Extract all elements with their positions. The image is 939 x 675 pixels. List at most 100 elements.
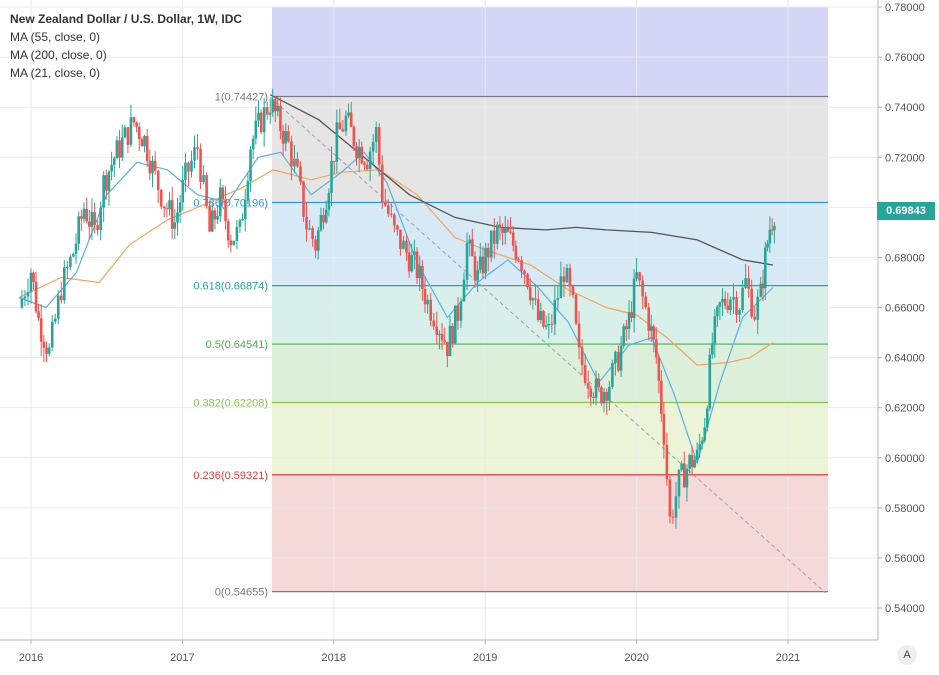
candle bbox=[327, 188, 331, 217]
candle bbox=[481, 246, 485, 278]
candle bbox=[99, 201, 102, 241]
candle-body bbox=[311, 228, 314, 240]
candle bbox=[630, 301, 633, 323]
candle bbox=[517, 256, 520, 263]
candle bbox=[63, 260, 66, 304]
candle bbox=[718, 301, 722, 320]
candle bbox=[542, 309, 545, 329]
candle-body bbox=[462, 279, 466, 302]
candle bbox=[383, 189, 387, 208]
candle-body bbox=[665, 444, 669, 480]
candle-body bbox=[517, 259, 520, 261]
candle-body bbox=[140, 139, 144, 147]
candle-body bbox=[756, 296, 760, 320]
y-tick-label-0: 0.54000 bbox=[885, 603, 925, 615]
y-tick-label-10: 0.74000 bbox=[885, 102, 925, 114]
candle-body bbox=[605, 391, 608, 401]
candle bbox=[238, 218, 242, 233]
candle bbox=[768, 216, 772, 253]
candle-body bbox=[534, 298, 537, 300]
candle bbox=[688, 453, 691, 474]
candle bbox=[293, 144, 296, 174]
candle bbox=[80, 209, 83, 232]
fib-label-4: 0.382(0.62208) bbox=[193, 397, 268, 409]
candle-body bbox=[355, 146, 358, 159]
candle bbox=[614, 350, 617, 376]
candle bbox=[668, 475, 672, 524]
candle bbox=[492, 218, 496, 259]
candle-body bbox=[322, 215, 325, 223]
candle bbox=[45, 341, 48, 363]
candle bbox=[387, 199, 390, 218]
candle bbox=[72, 252, 75, 258]
candle-body bbox=[456, 305, 460, 321]
auto-scale-button[interactable]: A bbox=[897, 645, 917, 665]
candle-body bbox=[120, 137, 124, 158]
candle-body bbox=[690, 455, 694, 468]
fib-label-2: 0.618(0.66874) bbox=[193, 281, 268, 293]
candle-body bbox=[279, 105, 282, 131]
candle bbox=[486, 243, 490, 272]
candle bbox=[302, 180, 305, 223]
candle-body bbox=[187, 162, 190, 172]
candle-body bbox=[729, 299, 732, 311]
candle bbox=[451, 323, 454, 348]
candle-body bbox=[299, 166, 302, 182]
candle-body bbox=[509, 231, 512, 233]
candle bbox=[273, 97, 277, 122]
candle-body bbox=[468, 239, 471, 244]
candle bbox=[176, 197, 179, 236]
candle-body bbox=[45, 347, 48, 354]
candle-body bbox=[768, 229, 772, 244]
fib-zone-4 bbox=[272, 344, 828, 403]
candle bbox=[763, 241, 767, 300]
candle bbox=[446, 341, 449, 368]
candle-body bbox=[723, 298, 727, 306]
candle-body bbox=[316, 230, 320, 251]
candle-body bbox=[438, 333, 441, 335]
candle-body bbox=[695, 449, 699, 460]
candle-body bbox=[390, 213, 393, 215]
candle-body bbox=[486, 247, 490, 258]
candle bbox=[26, 278, 30, 306]
candle bbox=[738, 307, 741, 322]
candle-body bbox=[249, 149, 252, 181]
candle bbox=[586, 370, 590, 399]
candle-body bbox=[553, 299, 557, 325]
candle-body bbox=[638, 272, 641, 281]
candle-body bbox=[208, 205, 211, 232]
candle-body bbox=[284, 131, 288, 144]
candle-body bbox=[632, 278, 636, 318]
candle-body bbox=[608, 386, 611, 401]
candle bbox=[622, 323, 626, 349]
candle bbox=[654, 327, 658, 364]
fib-zone-2 bbox=[272, 202, 828, 286]
candle bbox=[271, 88, 275, 117]
candle bbox=[501, 223, 504, 246]
candle-body bbox=[415, 251, 419, 279]
candle-body bbox=[368, 151, 372, 169]
candle bbox=[432, 312, 436, 331]
candle bbox=[698, 433, 701, 458]
candle bbox=[660, 370, 663, 422]
candle bbox=[716, 304, 719, 327]
candle-body bbox=[265, 107, 269, 115]
candle-body bbox=[577, 323, 581, 348]
candle-body bbox=[501, 227, 504, 234]
candle-body bbox=[418, 265, 422, 279]
candle bbox=[690, 445, 694, 476]
candle-body bbox=[42, 341, 46, 348]
candle-body bbox=[165, 208, 169, 210]
candle-body bbox=[156, 170, 160, 190]
candle bbox=[311, 225, 314, 247]
candle bbox=[205, 172, 208, 209]
candle bbox=[399, 229, 402, 256]
candle-body bbox=[511, 232, 515, 246]
y-tick-label-2: 0.58000 bbox=[885, 503, 925, 515]
candle-body bbox=[396, 225, 399, 230]
last-price-badge: 0.69843 bbox=[877, 202, 935, 220]
candle-body bbox=[700, 440, 704, 444]
candle bbox=[37, 303, 40, 321]
candle-body bbox=[181, 179, 185, 203]
candle-body bbox=[296, 158, 299, 167]
